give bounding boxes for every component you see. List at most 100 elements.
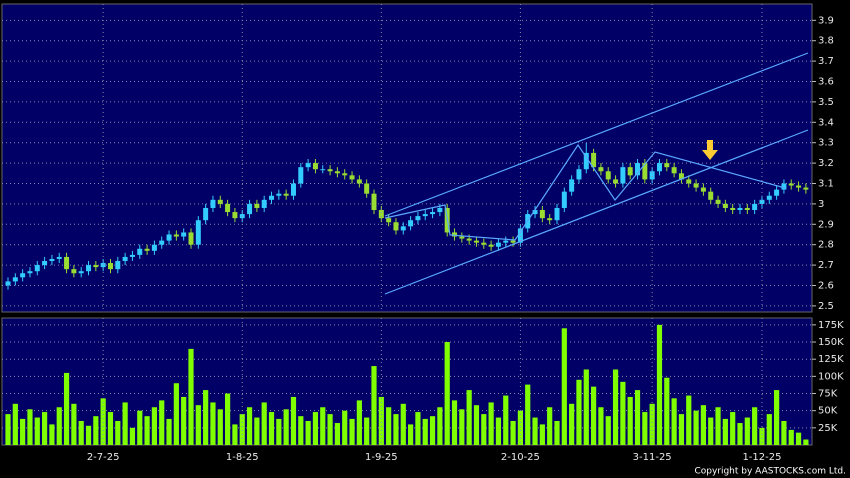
volume-bar <box>700 405 706 445</box>
candle-body <box>466 238 472 241</box>
y-tick-label: 3 <box>818 199 824 210</box>
candle-body <box>642 163 648 180</box>
drawings <box>384 52 809 295</box>
candle-body <box>671 167 677 174</box>
volume-bar <box>349 418 355 445</box>
volume-bar <box>283 409 289 445</box>
volume-bar <box>63 372 70 445</box>
volume-bar <box>378 396 384 445</box>
candle-body <box>283 193 289 196</box>
volume-bar <box>473 405 480 445</box>
volume-bar <box>137 410 143 445</box>
candle-body <box>796 185 802 188</box>
candle-body <box>693 183 699 188</box>
volume-bar <box>334 423 340 445</box>
candle-body <box>664 163 670 168</box>
volume-bar <box>649 403 655 445</box>
volume-bar <box>100 398 106 445</box>
candle-body <box>78 271 84 274</box>
candle-body <box>115 261 121 270</box>
candle-body <box>737 207 743 211</box>
volume-bar <box>620 381 626 445</box>
candle-body <box>232 212 238 219</box>
candle-body <box>510 240 516 243</box>
volume-bar <box>56 407 62 445</box>
candle-body <box>188 232 194 245</box>
x-tick-label: 2-7-25 <box>87 452 120 463</box>
candle-body <box>554 207 560 221</box>
volume-bar <box>795 432 802 445</box>
volume-bar <box>422 418 428 445</box>
volume-bar <box>210 402 216 445</box>
y-tick-label: 175K <box>818 320 844 331</box>
candle-body <box>159 240 165 245</box>
candle-body <box>12 277 18 282</box>
candle-body <box>364 183 370 194</box>
volume-bar <box>195 405 201 445</box>
y-tick-label: 100K <box>818 371 844 382</box>
y-tick-label: 125K <box>818 354 844 365</box>
candle-body <box>144 248 150 251</box>
volume-bar <box>561 328 567 445</box>
volume-bar <box>173 383 179 445</box>
x-tick-label: 3-11-25 <box>633 452 672 463</box>
candle-body <box>722 203 728 208</box>
volume-bar <box>525 384 531 445</box>
volume-bar <box>78 420 84 445</box>
volume-bar <box>730 412 736 445</box>
volume-bar <box>693 410 699 445</box>
candle-body <box>605 171 611 180</box>
candle-body <box>539 210 545 219</box>
volume-bar <box>576 379 582 445</box>
volume-bar <box>495 417 502 445</box>
volume-bar <box>429 416 436 445</box>
candle-body <box>400 226 406 231</box>
candle-body <box>64 256 70 270</box>
candle-body <box>93 265 99 268</box>
volume-bar <box>151 407 157 445</box>
volume-bar <box>744 417 750 445</box>
candle-body <box>349 175 355 180</box>
candle-body <box>181 232 187 237</box>
x-tick-label: 1-12-25 <box>742 452 781 463</box>
channel-lower <box>384 129 809 295</box>
volume-bar <box>517 410 523 445</box>
volume-bar <box>510 420 516 445</box>
y-tick-label: 25K <box>818 423 838 434</box>
candle-body <box>547 218 553 221</box>
volume-bar <box>466 390 472 445</box>
candle-body <box>386 218 392 223</box>
y-tick-label: 75K <box>818 389 838 400</box>
volume-bar <box>217 409 223 445</box>
y-tick-label: 2.7 <box>818 260 834 271</box>
channel-upper <box>384 52 809 217</box>
y-tick-label: 3.9 <box>818 15 834 26</box>
zigzag <box>384 143 786 241</box>
candle-body <box>261 199 267 208</box>
candle-body <box>774 189 780 196</box>
candle-body <box>122 256 128 262</box>
volume-bar <box>415 412 421 445</box>
volume-bar <box>327 414 333 445</box>
candle-body <box>678 173 684 180</box>
candle-body <box>312 163 318 170</box>
volume-bar <box>671 398 677 445</box>
volume-bar <box>254 417 260 445</box>
y-tick-label: 3.1 <box>818 178 834 189</box>
candle-body <box>71 269 77 274</box>
volume-bar <box>547 407 553 445</box>
candle-body <box>195 220 201 245</box>
candle-body <box>56 256 62 259</box>
y-tick-label: 3.2 <box>818 158 834 169</box>
candle-body <box>151 244 157 251</box>
candle-body <box>166 234 172 241</box>
candle-body <box>86 265 92 272</box>
candle-body <box>49 258 55 262</box>
y-tick-label: 3.6 <box>818 77 834 88</box>
volume-bar <box>488 402 494 445</box>
volume-bar <box>129 427 136 445</box>
candle-body <box>137 248 143 255</box>
candle-body <box>656 163 662 172</box>
price-panel <box>1 3 813 313</box>
volume-bar <box>312 412 319 445</box>
